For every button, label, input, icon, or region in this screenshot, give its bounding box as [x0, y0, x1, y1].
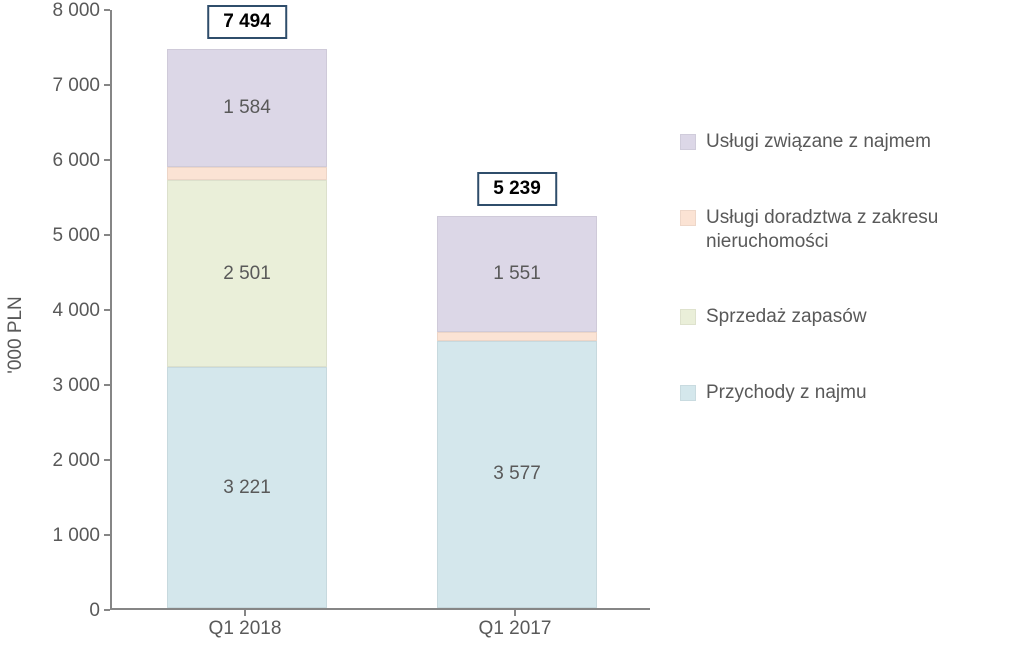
ytick-label: 3 000 [0, 375, 100, 397]
legend-swatch [680, 309, 696, 325]
xtick-label: Q1 2018 [165, 618, 325, 640]
legend-swatch [680, 385, 696, 401]
legend-swatch [680, 210, 696, 226]
legend-item: Przychody z najmu [680, 381, 1000, 405]
plot-area: 3 2212 5011791 5847 494 3 5771111 5515 2… [110, 10, 650, 610]
legend-label: Przychody z najmu [706, 381, 867, 405]
ytick-label: 1 000 [0, 525, 100, 547]
xtick-label: Q1 2017 [435, 618, 595, 640]
bar-segment-sprzedaz: 2 501 [167, 180, 327, 367]
segment-value-label: 1 584 [223, 97, 271, 119]
xtick-mark [514, 610, 516, 616]
legend-swatch [680, 134, 696, 150]
bar-total-label: 7 494 [207, 5, 287, 39]
ytick-label: 5 000 [0, 225, 100, 247]
ytick-label: 8 000 [0, 0, 100, 22]
legend-item: Usługi doradztwa z zakresu nieruchomości [680, 206, 1000, 254]
legend-item: Usługi związane z najmem [680, 130, 1000, 154]
segment-value-label: 1 551 [493, 263, 541, 285]
legend-item: Sprzedaż zapasów [680, 305, 1000, 329]
legend-label: Usługi związane z najmem [706, 130, 931, 154]
ytick-label: 2 000 [0, 450, 100, 472]
bar-segment-doradztwo [437, 332, 597, 340]
segment-value-label: 3 221 [223, 477, 271, 499]
bar-segment-przychody: 3 577 [437, 341, 597, 608]
bar-segment-uslugi: 1 584 [167, 49, 327, 167]
bar-segment-przychody: 3 221 [167, 367, 327, 608]
legend-label: Sprzedaż zapasów [706, 305, 867, 329]
chart-container: '000 PLN 0 1 000 2 000 3 000 4 000 5 000… [0, 0, 1024, 669]
ytick-label: 6 000 [0, 150, 100, 172]
legend: Usługi związane z najmem Usługi doradztw… [680, 130, 1000, 457]
xtick-mark [244, 610, 246, 616]
bar-segment-uslugi: 1 551 [437, 216, 597, 332]
segment-value-label: 3 577 [493, 463, 541, 485]
ytick-label: 7 000 [0, 75, 100, 97]
bar-total-label: 5 239 [477, 172, 557, 206]
ytick-label: 4 000 [0, 300, 100, 322]
bar-segment-doradztwo [167, 167, 327, 180]
segment-value-label: 2 501 [223, 263, 271, 285]
ytick-label: 0 [0, 600, 100, 622]
legend-label: Usługi doradztwa z zakresu nieruchomości [706, 206, 1000, 254]
